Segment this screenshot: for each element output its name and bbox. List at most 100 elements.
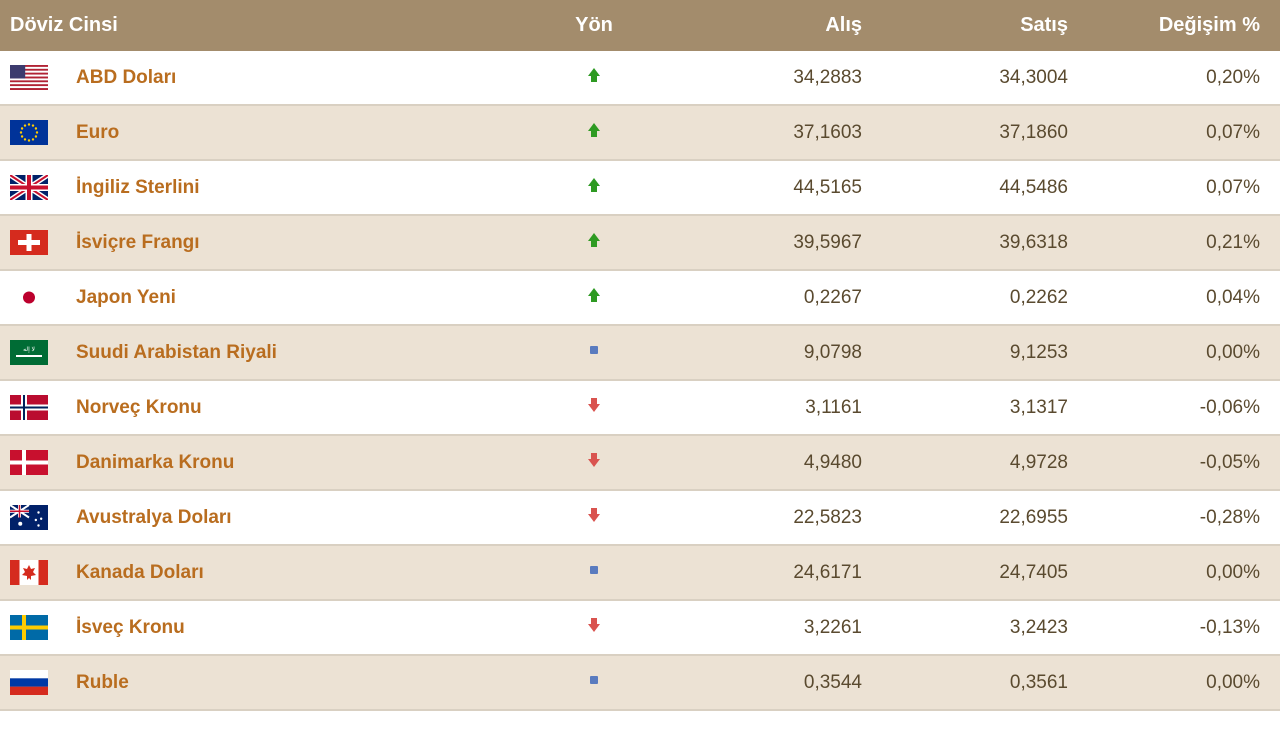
change-value: 0,00% [1080, 655, 1280, 710]
buy-value: 44,5165 [654, 160, 874, 215]
currency-link[interactable]: Euro [76, 122, 119, 143]
change-value: 0,04% [1080, 270, 1280, 325]
table-row[interactable]: İsviçre Frangı 39,596739,63180,21% [0, 215, 1280, 270]
table-row[interactable]: Kanada Doları 24,617124,74050,00% [0, 545, 1280, 600]
currency-name[interactable]: Norveç Kronu [64, 380, 534, 435]
table-row[interactable]: Ruble 0,35440,35610,00% [0, 655, 1280, 710]
currency-link[interactable]: İsviçre Frangı [76, 232, 200, 253]
flag-ca-icon [0, 545, 64, 600]
currency-name[interactable]: Danimarka Kronu [64, 435, 534, 490]
neutral-icon [534, 545, 654, 600]
currency-link[interactable]: Avustralya Doları [76, 507, 232, 528]
flag-no-icon [0, 380, 64, 435]
currency-name[interactable]: İsviçre Frangı [64, 215, 534, 270]
buy-value: 3,2261 [654, 600, 874, 655]
currency-table: Döviz Cinsi Yön Alış Satış Değişim % ABD… [0, 0, 1280, 711]
header-direction: Yön [534, 0, 654, 51]
sell-value: 44,5486 [874, 160, 1080, 215]
buy-value: 9,0798 [654, 325, 874, 380]
sell-value: 22,6955 [874, 490, 1080, 545]
buy-value: 37,1603 [654, 105, 874, 160]
flag-us-icon [0, 51, 64, 105]
table-row[interactable]: لا إلهSuudi Arabistan Riyali9,07989,1253… [0, 325, 1280, 380]
currency-link[interactable]: İsveç Kronu [76, 617, 185, 638]
currency-name[interactable]: Ruble [64, 655, 534, 710]
currency-link[interactable]: Suudi Arabistan Riyali [76, 342, 277, 363]
flag-au-icon [0, 490, 64, 545]
change-value: 0,00% [1080, 545, 1280, 600]
currency-link[interactable]: Danimarka Kronu [76, 452, 234, 473]
sell-value: 3,1317 [874, 380, 1080, 435]
change-value: -0,06% [1080, 380, 1280, 435]
header-change: Değişim % [1080, 0, 1280, 51]
neutral-icon [534, 655, 654, 710]
sell-value: 3,2423 [874, 600, 1080, 655]
arrow-up-icon [534, 270, 654, 325]
change-value: 0,20% [1080, 51, 1280, 105]
arrow-up-icon [534, 160, 654, 215]
currency-name[interactable]: İngiliz Sterlini [64, 160, 534, 215]
currency-link[interactable]: Kanada Doları [76, 562, 204, 583]
svg-text:لا إله: لا إله [23, 346, 35, 353]
currency-name[interactable]: Kanada Doları [64, 545, 534, 600]
currency-name[interactable]: İsveç Kronu [64, 600, 534, 655]
currency-link[interactable]: Ruble [76, 672, 129, 693]
currency-link[interactable]: İngiliz Sterlini [76, 177, 200, 198]
buy-value: 0,3544 [654, 655, 874, 710]
table-row[interactable]: Norveç Kronu 3,11613,1317-0,06% [0, 380, 1280, 435]
buy-value: 24,6171 [654, 545, 874, 600]
flag-se-icon [0, 600, 64, 655]
header-buy: Alış [654, 0, 874, 51]
change-value: -0,05% [1080, 435, 1280, 490]
flag-ch-icon [0, 215, 64, 270]
buy-value: 4,9480 [654, 435, 874, 490]
flag-eu-icon [0, 105, 64, 160]
buy-value: 34,2883 [654, 51, 874, 105]
sell-value: 0,3561 [874, 655, 1080, 710]
table-row[interactable]: ABD Doları 34,288334,30040,20% [0, 51, 1280, 105]
currency-name[interactable]: ABD Doları [64, 51, 534, 105]
change-value: 0,21% [1080, 215, 1280, 270]
header-currency: Döviz Cinsi [0, 0, 534, 51]
currency-name[interactable]: Avustralya Doları [64, 490, 534, 545]
arrow-down-icon [534, 380, 654, 435]
currency-name[interactable]: Japon Yeni [64, 270, 534, 325]
sell-value: 4,9728 [874, 435, 1080, 490]
arrow-up-icon [534, 105, 654, 160]
currency-name[interactable]: Euro [64, 105, 534, 160]
arrow-down-icon [534, 435, 654, 490]
arrow-down-icon [534, 490, 654, 545]
arrow-up-icon [534, 51, 654, 105]
sell-value: 37,1860 [874, 105, 1080, 160]
header-sell: Satış [874, 0, 1080, 51]
arrow-up-icon [534, 215, 654, 270]
flag-sa-icon: لا إله [0, 325, 64, 380]
table-row[interactable]: İngiliz Sterlini 44,516544,54860,07% [0, 160, 1280, 215]
table-row[interactable]: İsveç Kronu 3,22613,2423-0,13% [0, 600, 1280, 655]
sell-value: 24,7405 [874, 545, 1080, 600]
buy-value: 3,1161 [654, 380, 874, 435]
table-header-row: Döviz Cinsi Yön Alış Satış Değişim % [0, 0, 1280, 51]
buy-value: 22,5823 [654, 490, 874, 545]
table-row[interactable]: Avustralya Doları 22,582322,6955-0,28% [0, 490, 1280, 545]
currency-link[interactable]: ABD Doları [76, 67, 176, 88]
change-value: 0,00% [1080, 325, 1280, 380]
flag-ru-icon [0, 655, 64, 710]
change-value: 0,07% [1080, 105, 1280, 160]
buy-value: 0,2267 [654, 270, 874, 325]
currency-name[interactable]: Suudi Arabistan Riyali [64, 325, 534, 380]
sell-value: 0,2262 [874, 270, 1080, 325]
table-row[interactable]: Japon Yeni 0,22670,22620,04% [0, 270, 1280, 325]
change-value: 0,07% [1080, 160, 1280, 215]
buy-value: 39,5967 [654, 215, 874, 270]
table-row[interactable]: Euro 37,160337,18600,07% [0, 105, 1280, 160]
currency-link[interactable]: Japon Yeni [76, 287, 176, 308]
currency-link[interactable]: Norveç Kronu [76, 397, 202, 418]
sell-value: 39,6318 [874, 215, 1080, 270]
change-value: -0,13% [1080, 600, 1280, 655]
change-value: -0,28% [1080, 490, 1280, 545]
table-row[interactable]: Danimarka Kronu 4,94804,9728-0,05% [0, 435, 1280, 490]
arrow-down-icon [534, 600, 654, 655]
flag-gb-icon [0, 160, 64, 215]
sell-value: 34,3004 [874, 51, 1080, 105]
